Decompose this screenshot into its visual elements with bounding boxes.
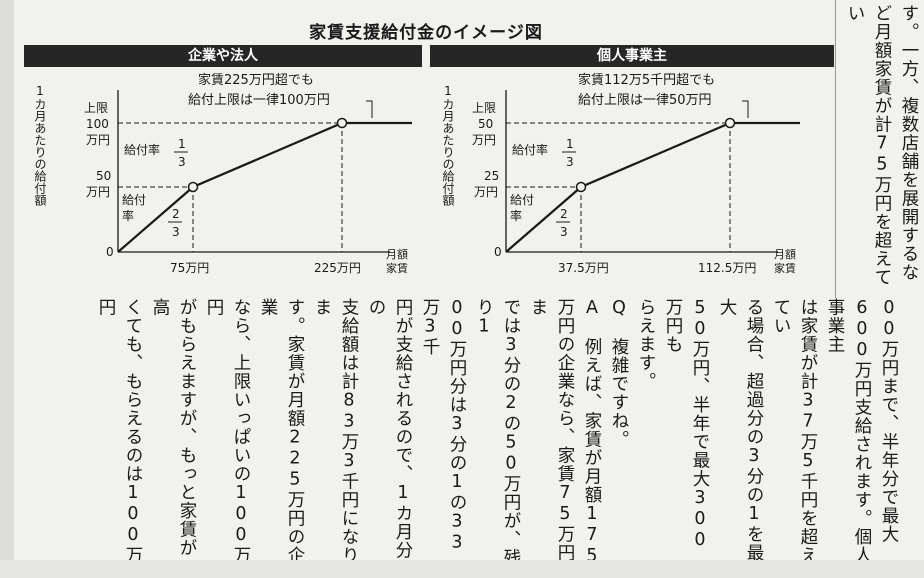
right-xtick-1125: 112.5万円	[698, 261, 756, 275]
article-body: 00万円まで、半年分で最大600万円支給されます。個人事業主 は家賃が計37万5…	[96, 298, 899, 567]
right-ytick-top-1: 上限	[472, 101, 496, 115]
left-ytick-top-2: 100	[86, 117, 109, 131]
right-xtick-375: 37.5万円	[558, 261, 609, 275]
left-rate-upper-den: 3	[178, 155, 186, 169]
right-ylabel: 1カ月あたりの給付額	[441, 84, 455, 207]
left-xtick-225: 225万円	[314, 261, 361, 275]
right-rate-lower-num: 2	[560, 207, 568, 221]
column-divider	[835, 0, 836, 298]
left-benefit-line	[117, 121, 412, 253]
right-point-375	[575, 181, 587, 193]
left-chart: 1カ月あたりの給付額 家賃225万円超でも 給付上限は一律100万円 上限 10…	[33, 72, 412, 275]
left-note-leader	[366, 100, 373, 118]
right-ytick-top-2: 50	[478, 117, 493, 131]
right-ytick-zero: 0	[494, 245, 502, 259]
figure-svg: 1カ月あたりの給付額 家賃225万円超でも 給付上限は一律100万円 上限 10…	[33, 72, 800, 275]
right-note-line1: 家賃112万5千円超でも	[578, 72, 715, 88]
left-ytick-zero: 0	[106, 245, 114, 259]
left-note-line2: 給付上限は一律100万円	[188, 93, 330, 108]
right-note-leader	[742, 100, 749, 118]
right-xlabel-2: 家賃	[774, 261, 796, 275]
figure: 家賃支援給付金のイメージ図 企業や法人 個人事業主 1カ月あたりの給付額 家賃2…	[18, 0, 834, 296]
left-ylabel: 1カ月あたりの給付額	[33, 84, 47, 207]
left-ytick-mid-1: 50	[96, 169, 111, 183]
right-chart: 1カ月あたりの給付額 家賃112万5千円超でも 給付上限は一律50万円 上限 5…	[441, 72, 800, 275]
right-ytick-mid-1: 25	[484, 169, 499, 183]
left-ytick-mid-2: 万円	[86, 185, 110, 199]
right-rate-upper-label: 給付率	[512, 142, 548, 157]
right-panel-header: 個人事業主	[430, 45, 834, 67]
left-point-225	[336, 117, 348, 129]
left-rate-upper-label: 給付率	[124, 142, 160, 157]
left-xlabel-2: 家賃	[386, 261, 408, 275]
left-ytick-top-1: 上限	[84, 101, 108, 115]
right-ytick-mid-2: 万円	[474, 185, 498, 199]
right-ytick-top-3: 万円	[472, 133, 496, 147]
page-edge	[0, 0, 14, 578]
left-rate-lower-label-2: 率	[122, 208, 134, 223]
right-rate-lower-label-2: 率	[510, 208, 522, 223]
left-rate-upper-num: 1	[178, 137, 186, 151]
left-ytick-top-3: 万円	[86, 133, 110, 147]
left-panel-header: 企業や法人	[24, 45, 422, 67]
right-note-line2: 給付上限は一律50万円	[578, 93, 712, 108]
right-point-1125	[724, 117, 736, 129]
left-rate-lower-den: 3	[172, 225, 180, 239]
left-xtick-75: 75万円	[170, 261, 209, 275]
article-top-right: す。一方、複数店舗を展開するな ど月額家賃が計75万円を超えてい る場合、超過分…	[845, 4, 919, 287]
right-rate-lower-den: 3	[560, 225, 568, 239]
left-rate-lower-label-1: 給付	[122, 193, 146, 207]
left-rate-lower-num: 2	[172, 207, 180, 221]
right-rate-upper-num: 1	[566, 137, 574, 151]
page-bottom-edge	[0, 560, 924, 578]
figure-title: 家賃支援給付金のイメージ図	[309, 23, 543, 43]
left-xlabel-1: 月額	[386, 248, 408, 261]
right-xlabel-1: 月額	[774, 248, 796, 261]
right-rate-lower-label-1: 給付	[510, 193, 534, 207]
right-rate-upper-den: 3	[566, 155, 574, 169]
left-point-75	[187, 181, 199, 193]
left-note-line1: 家賃225万円超でも	[198, 72, 314, 88]
right-benefit-line	[505, 121, 800, 253]
